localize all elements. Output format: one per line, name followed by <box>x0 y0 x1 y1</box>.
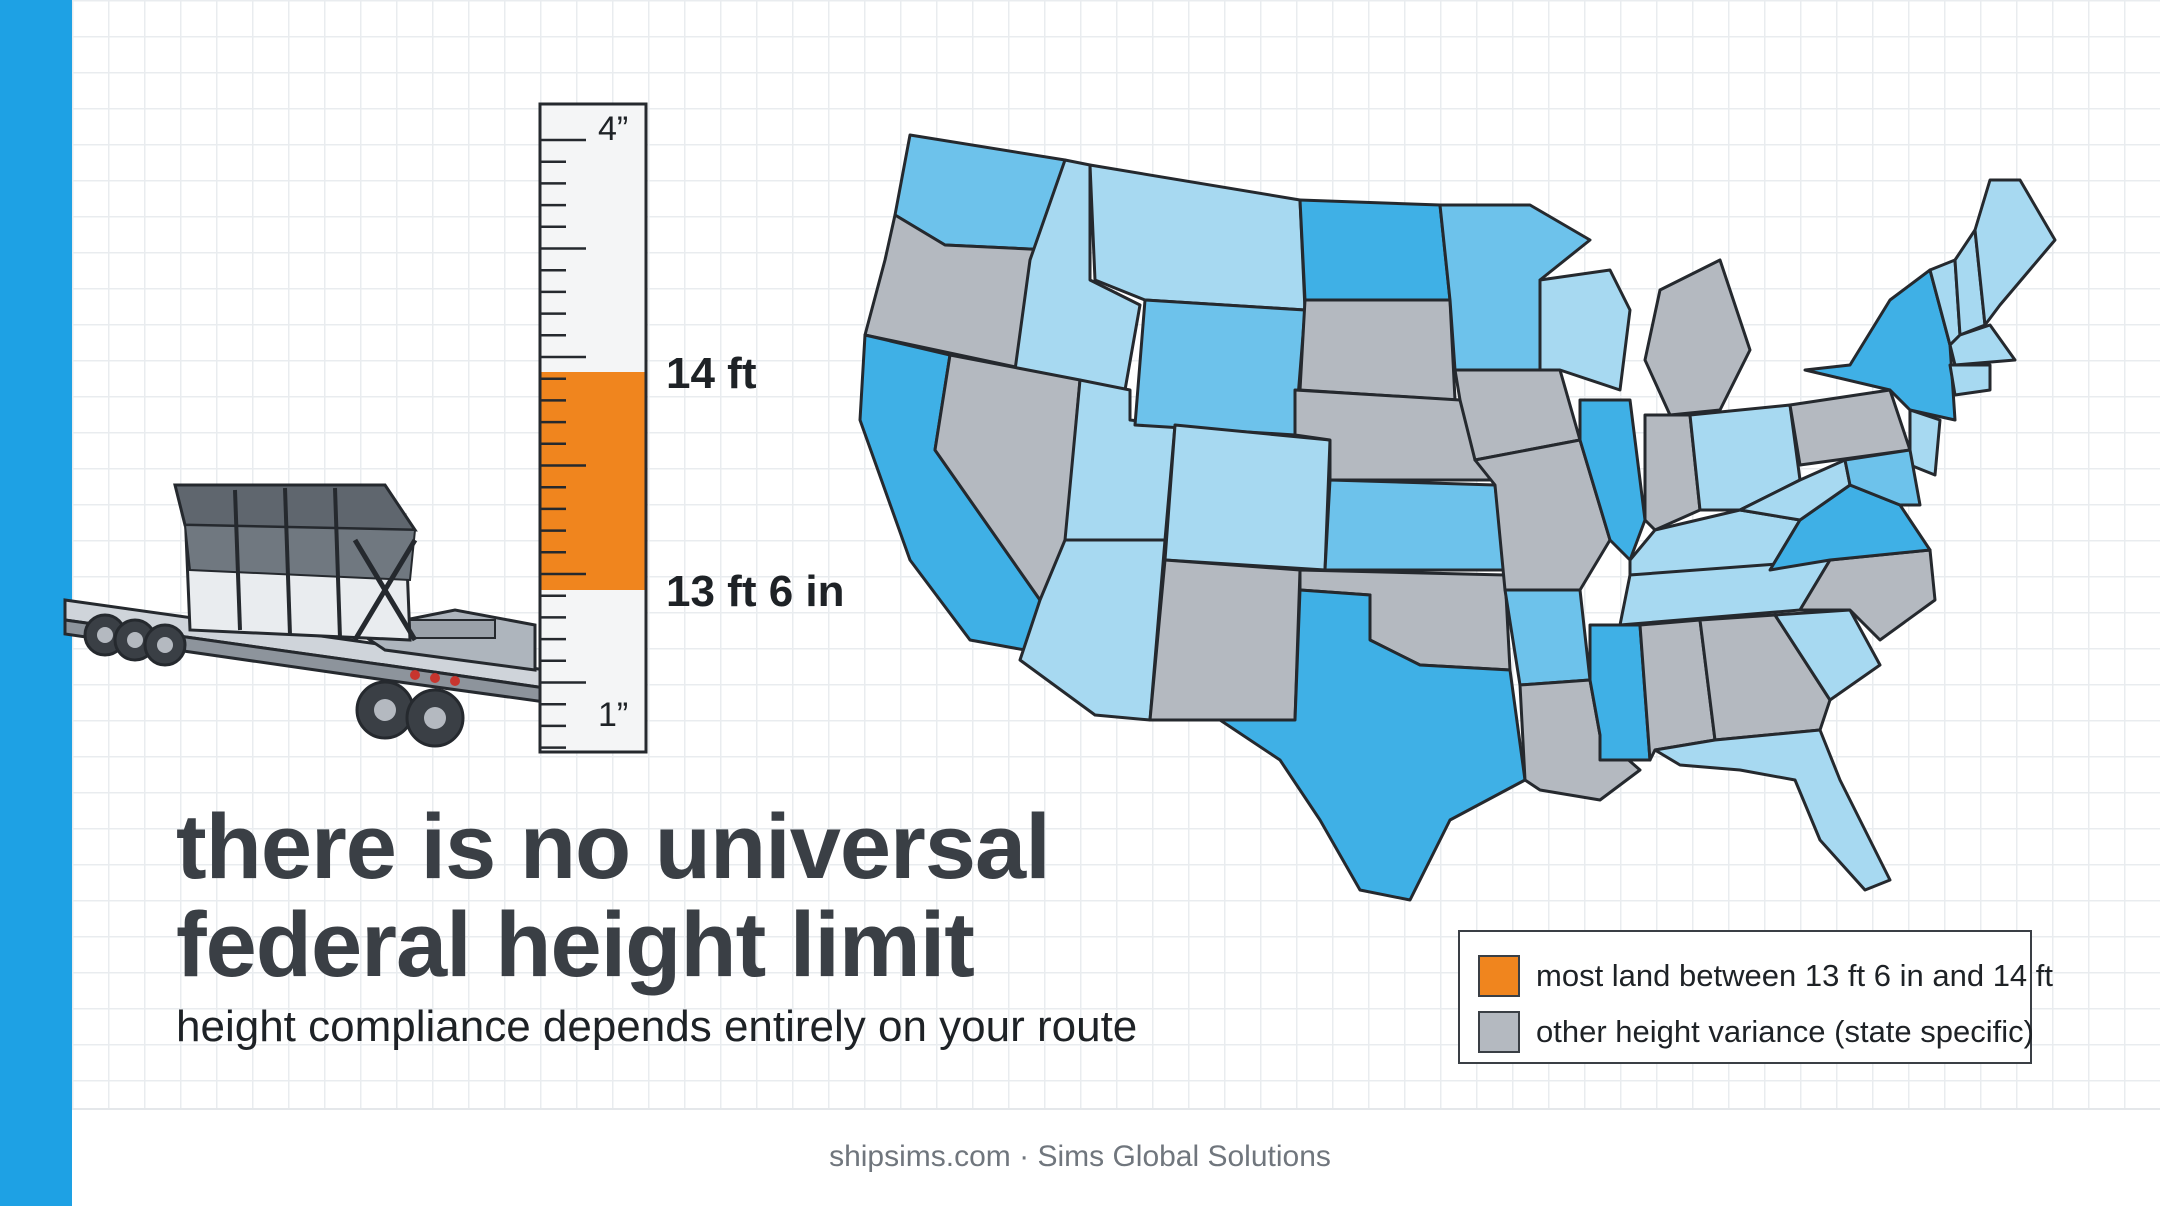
state-md <box>1843 448 1922 507</box>
legend-item-range: most land between 13 ft 6 in and 14 ft <box>1478 954 2053 998</box>
footer-divider <box>72 1108 2160 1110</box>
legend-item-variance: other height variance (state specific) <box>1478 1010 2034 1054</box>
state-tx <box>1218 588 1527 902</box>
footer-credit: shipsims.com · Sims Global Solutions <box>829 1140 1331 1173</box>
state-ks <box>1323 478 1507 572</box>
state-nj <box>1908 408 1942 477</box>
state-wy <box>1133 298 1307 437</box>
gauge-top-label: 4” <box>598 110 628 148</box>
highlight-range-band <box>541 372 645 590</box>
state-mt <box>1088 163 1307 312</box>
footer-area <box>0 1108 2160 1206</box>
legend-swatch-range <box>1478 955 1520 997</box>
state-in <box>1643 413 1702 532</box>
gauge-lower-limit-label: 13 ft 6 in <box>666 567 845 616</box>
gauge-upper-limit-label: 14 ft <box>666 349 757 398</box>
state-sc <box>1773 608 1882 702</box>
state-wi <box>1538 268 1632 392</box>
legend-swatch-variance <box>1478 1011 1520 1053</box>
lowboy-truck-icon <box>63 483 545 748</box>
legend-label-variance: other height variance (state specific) <box>1536 1014 2034 1049</box>
state-nd <box>1298 198 1452 302</box>
state-nm <box>1148 558 1302 722</box>
state-me <box>1973 178 2057 327</box>
us-map <box>858 133 2057 902</box>
legend: most land between 13 ft 6 in and 14 ft o… <box>1458 930 2053 1064</box>
gauge-bottom-label: 1” <box>598 696 628 734</box>
state-ga <box>1698 613 1832 742</box>
state-sd <box>1298 298 1457 402</box>
legend-label-range: most land between 13 ft 6 in and 14 ft <box>1536 958 2054 993</box>
state-ar <box>1503 588 1592 687</box>
height-gauge-icon: 4” 14 ft 13 ft 6 in 1” <box>538 102 845 754</box>
subhead: height compliance depends entirely on yo… <box>176 1002 1138 1051</box>
headline: there is no universal federal height lim… <box>176 796 1051 996</box>
state-co <box>1163 423 1332 572</box>
accent-bar <box>0 0 72 1206</box>
state-ma <box>1948 323 2017 367</box>
state-mi <box>1643 258 1752 417</box>
state-fl <box>1653 728 1892 892</box>
state-ct <box>1948 363 1992 397</box>
